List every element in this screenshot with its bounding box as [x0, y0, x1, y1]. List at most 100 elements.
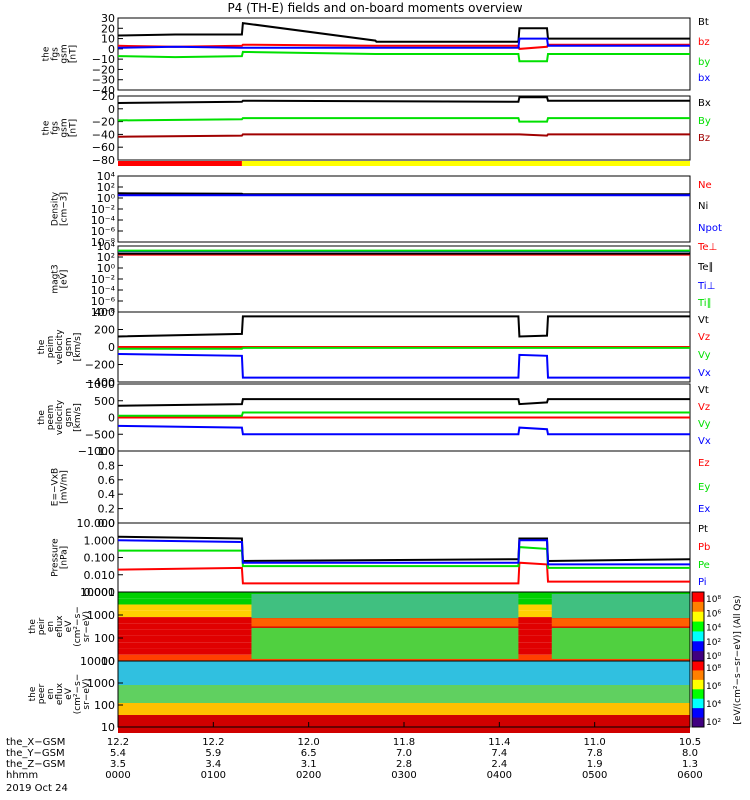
colorbar-axis-label: [eV/(cm²−s−sr−eV)] (All Qs) — [733, 595, 743, 724]
series-line-peem-Vx — [117, 424, 690, 436]
y-axis-label-peer: (cm²−s− — [73, 674, 83, 715]
x-tick-x-gsm: 11.4 — [488, 737, 510, 748]
y-axis-label-peir: sr−eV) — [82, 611, 92, 642]
x-axis-row-label: the_Y−GSM — [6, 748, 65, 759]
colorbar-tick-peer: 10⁸ — [706, 664, 721, 674]
y-tick-label-fgs_gsm: −40 — [92, 84, 115, 97]
series-line-fgs_gsm2-Bx — [117, 96, 690, 104]
legend-fgs_gsm-bz: bz — [698, 37, 710, 48]
y-tick-label-efield: 0.6 — [98, 474, 116, 487]
y-axis-label-efield: [mV/m] — [60, 470, 70, 504]
y-tick-label-density: 10⁻⁴ — [91, 214, 116, 227]
x-tick-x-gsm: 12.0 — [298, 737, 320, 748]
y-axis-label-peim: peim — [46, 336, 56, 359]
legend-peem-Vt: Vt — [698, 385, 709, 396]
y-axis-label-peem: the — [37, 410, 47, 425]
y-axis-label-peer: sr−eV) — [82, 678, 92, 709]
y-axis-label-fgs_gsm: [nT] — [69, 45, 79, 63]
legend-peem-Vy: Vy — [698, 419, 711, 430]
y-tick-label-magt3: 10⁻² — [91, 273, 115, 286]
mode-bar-yellow — [241, 161, 690, 166]
legend-pressure-Pb: Pb — [698, 542, 710, 553]
y-tick-label-fgs_gsm: 20 — [101, 22, 115, 35]
series-line-pressure-Pi — [117, 539, 690, 566]
heatmap-peir — [118, 592, 690, 668]
x-tick-x-gsm: 11.0 — [584, 737, 606, 748]
y-axis-label-peim: [km/s] — [73, 333, 83, 362]
y-tick-label-fgs_gsm: 0 — [108, 43, 115, 56]
y-tick-label-efield: 0.4 — [98, 488, 116, 501]
series-line-peem-Vy — [118, 411, 690, 417]
y-tick-label-efield: 0.2 — [98, 503, 116, 516]
colorbar-tick-peer: 10⁴ — [706, 700, 721, 710]
y-tick-label-efield: 1.0 — [98, 445, 116, 458]
y-tick-label-peer: 10000 — [80, 655, 115, 668]
legend-pressure-Pi: Pi — [698, 577, 707, 588]
legend-density-Ne: Ne — [698, 180, 712, 191]
y-tick-label-peem: 1000 — [87, 378, 115, 391]
x-axis-row-label: 2019 Oct 24 — [6, 783, 68, 794]
legend-peim-Vt: Vt — [698, 315, 709, 326]
legend-density-Npot: Npot — [698, 223, 722, 234]
x-tick-y-gsm: 6.5 — [301, 748, 317, 759]
y-axis-label-peim: gsm — [64, 337, 74, 356]
y-axis-label-peer: peer — [37, 683, 47, 704]
y-axis-label-fgs_gsm2: the — [42, 120, 52, 135]
x-tick-x-gsm: 12.2 — [107, 737, 129, 748]
y-axis-label-fgs_gsm: the — [42, 46, 52, 61]
legend-fgs_gsm-Bt: Bt — [698, 17, 709, 28]
y-tick-label-peer: 1000 — [87, 677, 115, 690]
x-tick-hhmm: 0500 — [582, 770, 607, 781]
y-tick-label-peer: 10 — [101, 721, 115, 734]
y-tick-label-efield: 0.8 — [98, 459, 116, 472]
legend-magt3-Te∥: Te∥ — [697, 262, 714, 273]
panel-frame-fgs_gsm2 — [117, 95, 691, 161]
x-tick-hhmm: 0600 — [677, 770, 702, 781]
legend-pressure-Pt: Pt — [698, 524, 708, 535]
y-axis-label-peem: velocity — [55, 399, 65, 435]
colorbar-tick-peir: 10⁴ — [706, 624, 721, 634]
x-tick-hhmm: 0300 — [391, 770, 416, 781]
y-tick-label-density: 10⁰ — [97, 192, 116, 205]
x-tick-x-gsm: 12.2 — [202, 737, 224, 748]
y-tick-label-density: 10² — [97, 181, 115, 194]
panel-frame-magt3 — [117, 245, 691, 313]
y-tick-label-density: 10⁻⁶ — [91, 225, 116, 238]
y-tick-label-pressure: 0.010 — [84, 569, 116, 582]
x-tick-y-gsm: 7.0 — [396, 748, 412, 759]
x-tick-z-gsm: 1.3 — [682, 759, 698, 770]
series-line-fgs_gsm-Bt — [117, 21, 690, 43]
colorbar-tick-peer: 10⁶ — [706, 682, 721, 692]
y-tick-label-peim: 0 — [108, 341, 115, 354]
legend-magt3-Te⊥: Te⊥ — [697, 242, 717, 253]
mode-bar-red — [118, 161, 242, 166]
panel-frame-density — [117, 175, 691, 243]
y-tick-label-fgs_gsm2: 20 — [101, 90, 115, 103]
legend-density-Ni: Ni — [698, 201, 708, 212]
y-tick-label-peem: −1000 — [78, 445, 115, 458]
series-line-density-Ni — [117, 192, 690, 196]
x-tick-y-gsm: 5.9 — [205, 748, 221, 759]
legend-peem-Vx: Vx — [698, 436, 711, 447]
y-tick-label-fgs_gsm2: −40 — [92, 128, 115, 141]
x-tick-hhmm: 0400 — [487, 770, 512, 781]
x-tick-z-gsm: 1.9 — [587, 759, 603, 770]
y-axis-label-peer: eV — [64, 687, 74, 700]
y-tick-label-peer: 100 — [94, 699, 115, 712]
series-line-peim-Vx — [117, 353, 690, 379]
series-line-peim-Vy — [118, 346, 690, 350]
y-axis-label-peem: peem — [46, 405, 56, 431]
y-axis-label-peim: the — [37, 339, 47, 354]
legend-fgs_gsm2-Bx: Bx — [698, 98, 711, 109]
y-axis-label-peem: [km/s] — [73, 403, 83, 432]
y-tick-label-density: 10⁻⁸ — [91, 236, 116, 249]
series-line-fgs_gsm2-Bz — [117, 133, 690, 138]
y-tick-label-peim: −200 — [85, 359, 115, 372]
legend-peim-Vx: Vx — [698, 368, 711, 379]
x-tick-z-gsm: 2.4 — [491, 759, 507, 770]
y-tick-label-fgs_gsm: 10 — [101, 33, 115, 46]
y-axis-label-density: Density — [51, 191, 61, 226]
colorbar-tick-peir: 10⁸ — [706, 595, 721, 605]
y-axis-label-peir: en — [46, 621, 56, 632]
